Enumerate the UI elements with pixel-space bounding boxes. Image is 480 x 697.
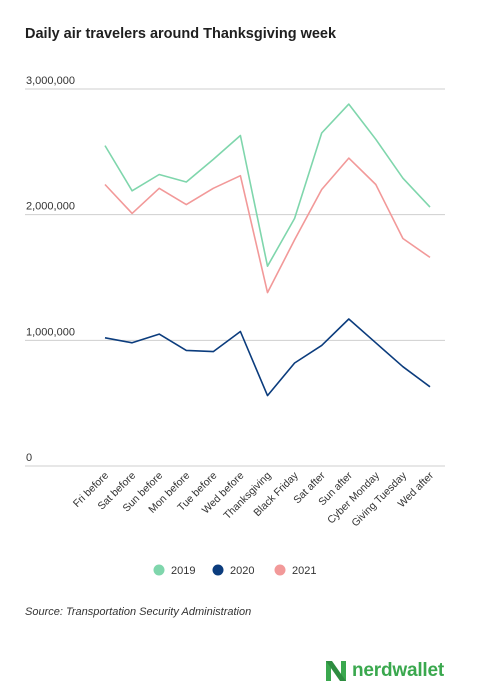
brand-logo: nerdwallet (325, 660, 444, 682)
nerdwallet-logo-icon (326, 661, 346, 681)
gridlines (25, 88, 445, 467)
y-axis-labels: 0 1,000,000 2,000,000 3,000,000 (26, 75, 75, 464)
series-line-2019 (104, 103, 431, 268)
series-lines (104, 103, 431, 397)
brand-name: nerdwallet (352, 660, 444, 681)
legend-marker-2019 (153, 564, 165, 576)
series-line-2020 (104, 318, 431, 397)
line-chart: 0 1,000,000 2,000,000 3,000,000 Fri beforeS… (25, 75, 445, 577)
source-note: Source: Transportation Security Administ… (25, 606, 252, 618)
series-line-2021 (104, 157, 431, 294)
legend-marker-2021 (274, 564, 286, 576)
legend-label-2019: 2019 (171, 565, 195, 577)
y-tick-label: 3,000,000 (26, 75, 75, 87)
chart-title: Daily air travelers around Thanksgiving … (25, 26, 337, 42)
y-tick-label: 2,000,000 (26, 201, 75, 213)
legend-marker-2020 (212, 564, 224, 576)
y-tick-label: 1,000,000 (26, 326, 75, 338)
legend-label-2021: 2021 (292, 565, 316, 577)
legend: 2019 2020 2021 (153, 564, 316, 577)
y-tick-label: 0 (26, 452, 32, 464)
legend-label-2020: 2020 (230, 565, 254, 577)
